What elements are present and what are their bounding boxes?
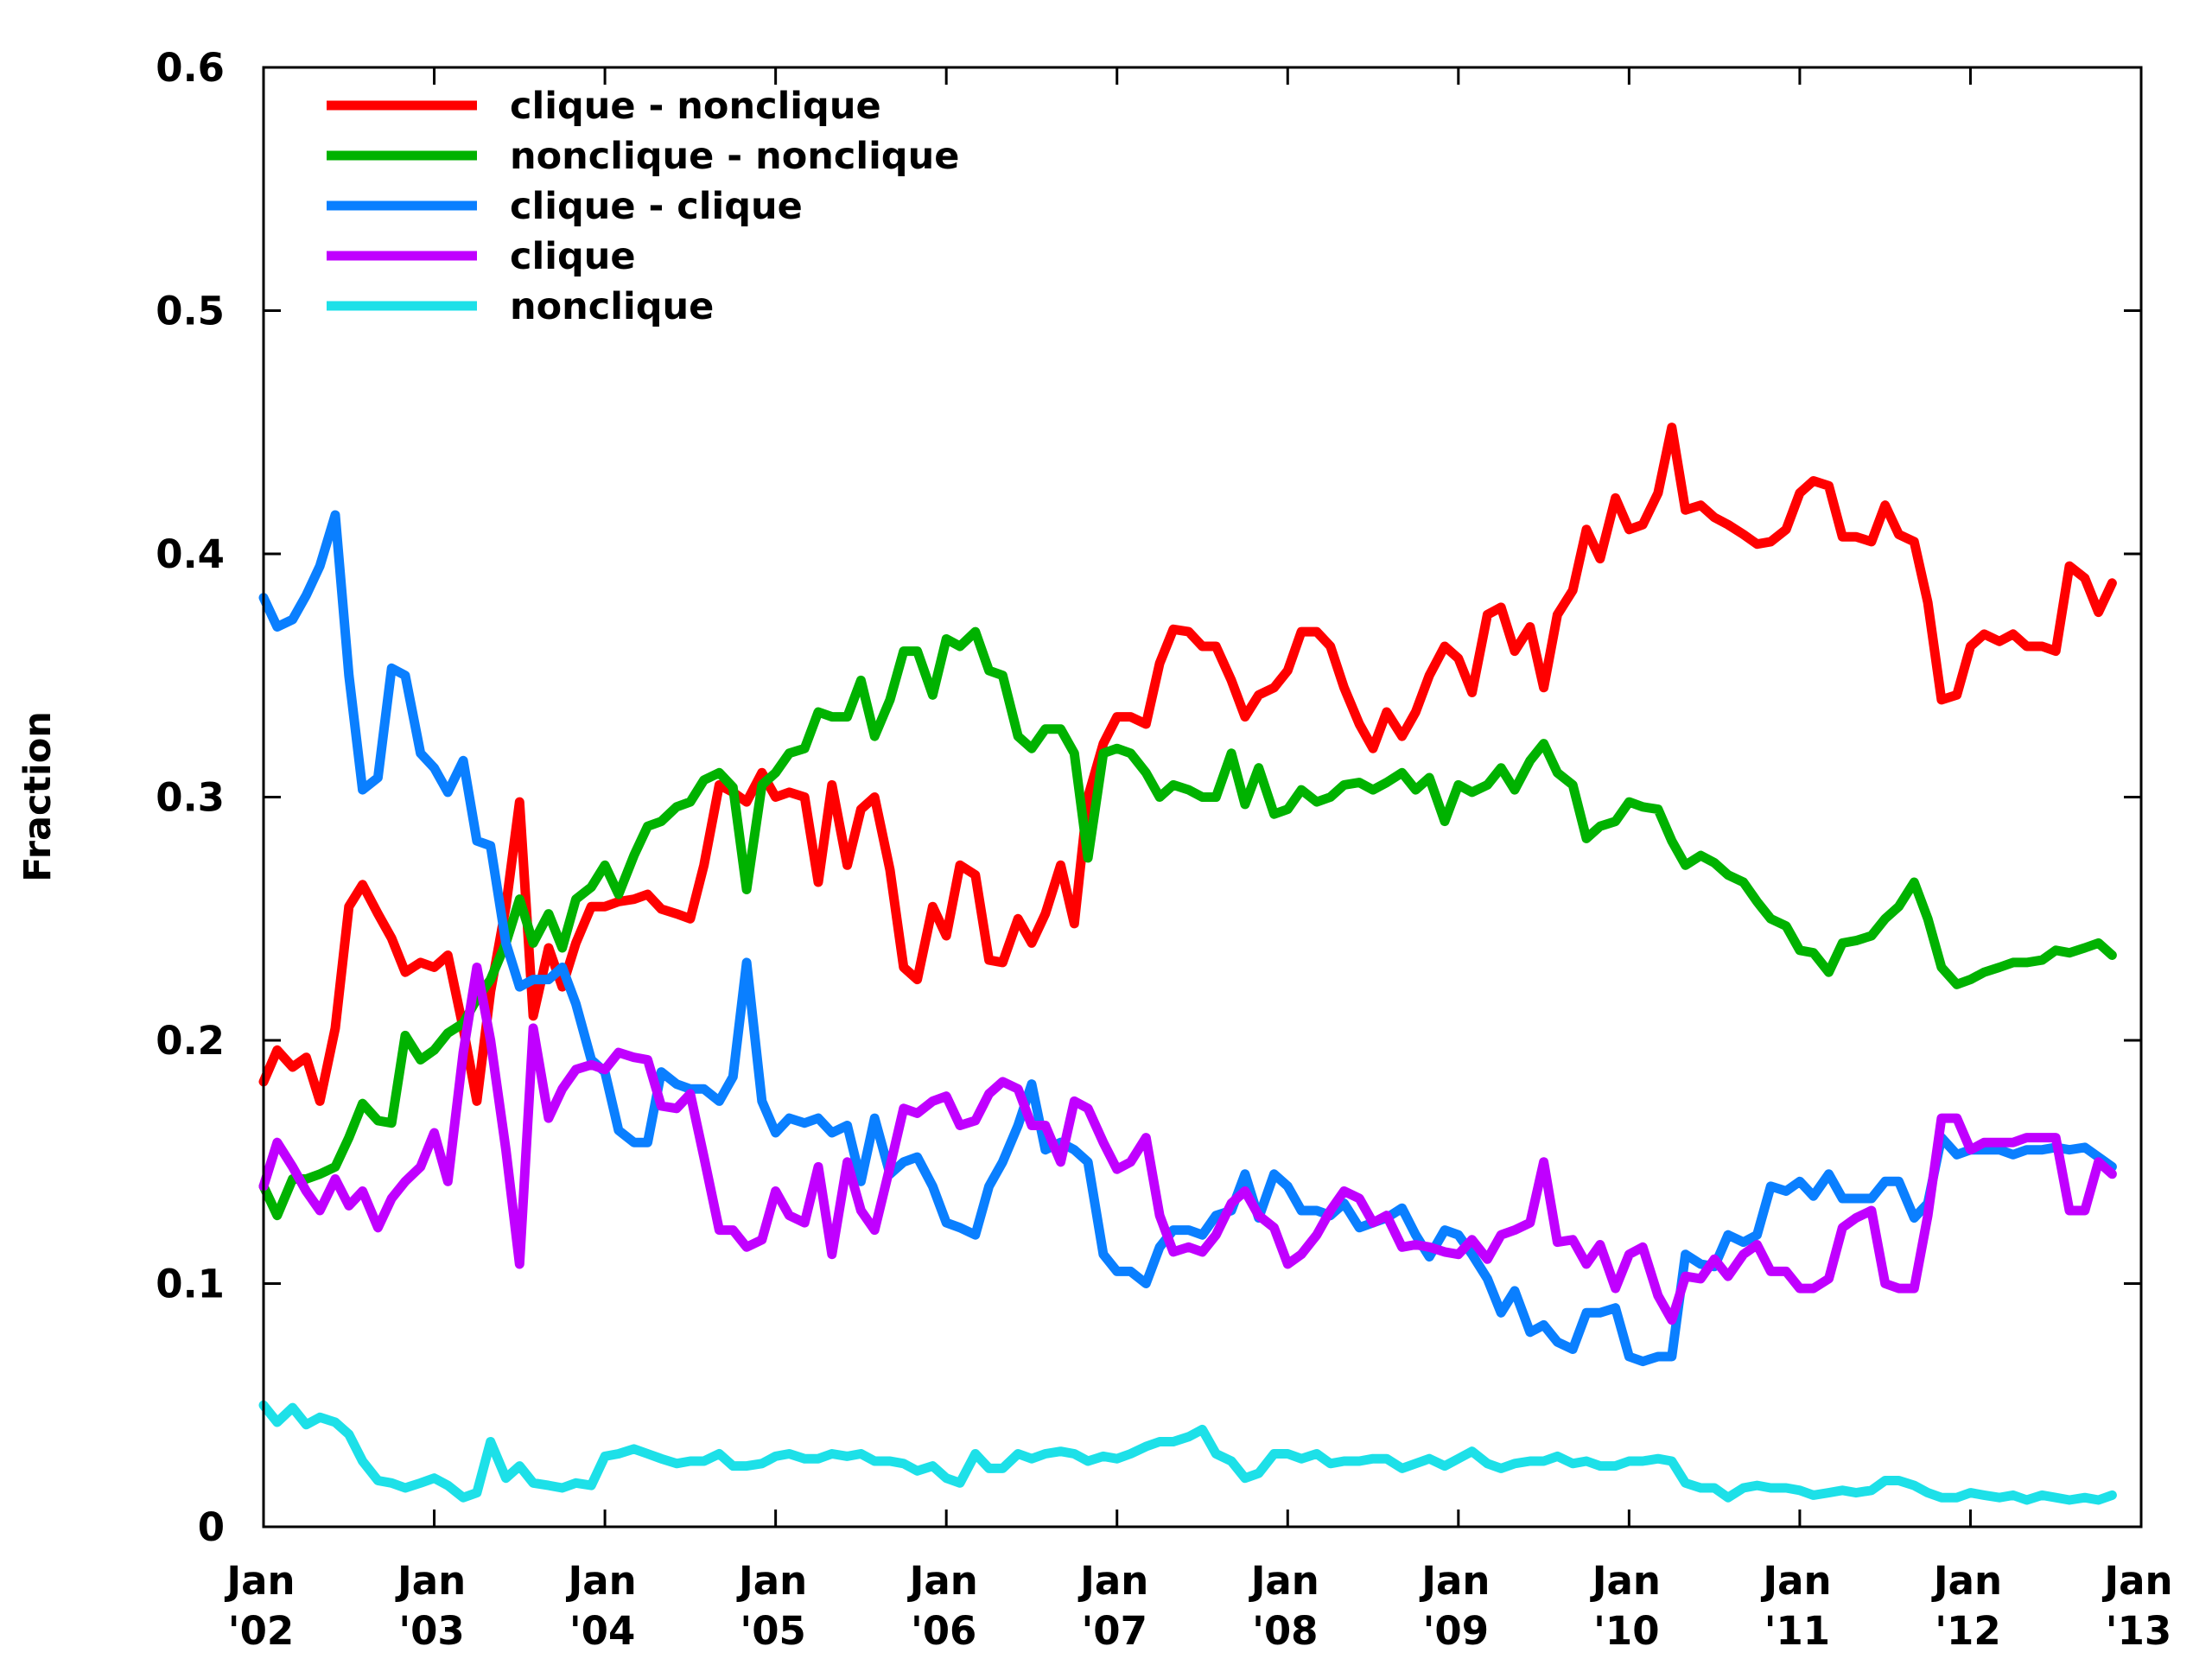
x-tick-label-month: Jan bbox=[1249, 1558, 1319, 1604]
x-tick-label-year: '02 bbox=[228, 1608, 294, 1654]
x-tick-label-month: Jan bbox=[2101, 1558, 2172, 1604]
x-tick-label-year: '11 bbox=[1764, 1608, 1830, 1654]
y-tick-label: 0.5 bbox=[156, 289, 225, 334]
x-tick-label-month: Jan bbox=[1419, 1558, 1490, 1604]
y-tick-label: 0.3 bbox=[156, 775, 225, 821]
series-line-4 bbox=[258, 963, 2117, 1325]
y-tick-label: 0.4 bbox=[156, 531, 225, 577]
axis-ticks bbox=[262, 66, 2143, 1529]
x-tick-label-month: Jan bbox=[1590, 1558, 1661, 1604]
x-tick-label-year: '06 bbox=[911, 1608, 976, 1654]
legend-label-2: nonclique - nonclique bbox=[510, 135, 959, 178]
x-tick-label-month: Jan bbox=[907, 1558, 978, 1604]
legend-label-4: clique bbox=[510, 235, 636, 278]
x-tick-label-year: '09 bbox=[1423, 1608, 1489, 1654]
x-tick-label-year: '05 bbox=[740, 1608, 805, 1654]
x-tick-label-year: '12 bbox=[1935, 1608, 2000, 1654]
series-line-5 bbox=[258, 1400, 2117, 1505]
y-axis-title: Fraction bbox=[16, 711, 60, 882]
y-axis-tick-labels: 0 0.1 0.2 0.3 0.4 0.5 0.6 bbox=[156, 45, 225, 1550]
x-tick-label-year: '04 bbox=[569, 1608, 635, 1654]
series-line-2 bbox=[258, 626, 2117, 1221]
legend-label-3: clique - clique bbox=[510, 185, 803, 228]
y-tick-label: 0.2 bbox=[156, 1018, 225, 1064]
series-line-3 bbox=[258, 510, 2117, 1367]
x-tick-label-year: '10 bbox=[1593, 1608, 1659, 1654]
x-tick-label-year: '13 bbox=[2106, 1608, 2171, 1654]
x-axis-tick-labels: Jan'02Jan'03Jan'04Jan'05Jan'06Jan'07Jan'… bbox=[224, 1558, 2172, 1654]
x-tick-label-month: Jan bbox=[224, 1558, 295, 1604]
x-tick-label-year: '03 bbox=[398, 1608, 464, 1654]
x-tick-label-month: Jan bbox=[566, 1558, 637, 1604]
x-tick-label-month: Jan bbox=[736, 1558, 807, 1604]
x-tick-label-year: '08 bbox=[1252, 1608, 1318, 1654]
x-tick-label-month: Jan bbox=[1760, 1558, 1831, 1604]
legend-label-1: clique - nonclique bbox=[510, 85, 881, 128]
series-layer bbox=[258, 423, 2117, 1505]
y-tick-label: 0.1 bbox=[156, 1262, 225, 1307]
series-line-1 bbox=[258, 423, 2117, 1106]
legend-label-5: nonclique bbox=[510, 285, 714, 328]
y-tick-label: 0 bbox=[198, 1504, 225, 1550]
y-tick-label: 0.6 bbox=[156, 45, 225, 91]
x-tick-label-month: Jan bbox=[1931, 1558, 2002, 1604]
x-tick-label-month: Jan bbox=[1077, 1558, 1148, 1604]
x-tick-label-year: '07 bbox=[1082, 1608, 1147, 1654]
legend: clique - nonclique nonclique - nonclique c… bbox=[327, 85, 959, 328]
x-tick-label-month: Jan bbox=[395, 1558, 466, 1604]
